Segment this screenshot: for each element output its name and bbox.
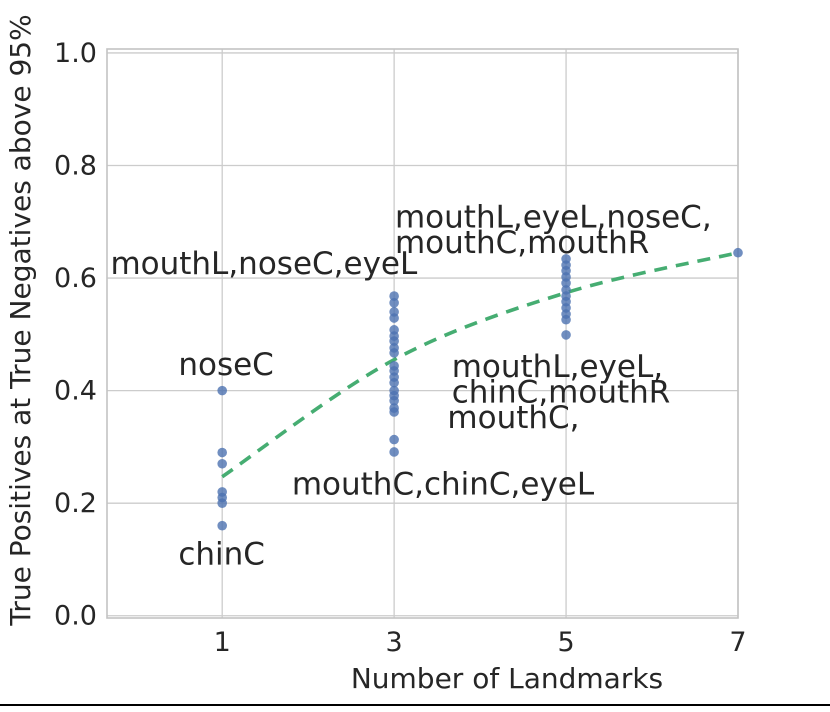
point-annotation: noseC bbox=[178, 347, 273, 383]
data-point bbox=[217, 520, 227, 531]
data-point bbox=[561, 314, 571, 325]
data-point bbox=[561, 278, 571, 288]
point-annotation: mouthC, bbox=[447, 400, 579, 436]
y-tick-label: 0.2 bbox=[54, 488, 97, 519]
point-annotation: chinC bbox=[178, 537, 265, 573]
data-point bbox=[389, 336, 399, 346]
data-point bbox=[389, 395, 399, 406]
data-point bbox=[389, 291, 399, 301]
x-axis-label: Number of Landmarks bbox=[351, 662, 663, 695]
y-tick-label: 0.0 bbox=[54, 601, 97, 632]
data-point bbox=[217, 385, 227, 396]
data-point bbox=[217, 498, 227, 508]
data-point bbox=[389, 348, 399, 358]
x-tick-label: 1 bbox=[214, 627, 231, 658]
point-annotation: mouthL,noseC,eyeL bbox=[110, 246, 418, 282]
x-tick-label: 5 bbox=[557, 627, 574, 658]
y-tick-label: 1.0 bbox=[54, 38, 97, 69]
point-annotation: mouthL,eyeL,noseC, mouthC,mouthR bbox=[395, 199, 712, 261]
bottom-divider bbox=[0, 704, 830, 706]
x-tick-label: 3 bbox=[386, 627, 403, 658]
y-axis-label: True Positives at True Negatives above 9… bbox=[4, 14, 37, 626]
data-point bbox=[389, 447, 399, 457]
y-tick-label: 0.4 bbox=[54, 376, 97, 407]
data-point bbox=[217, 447, 227, 458]
data-point bbox=[389, 407, 399, 417]
data-point bbox=[217, 458, 227, 469]
y-tick-label: 0.8 bbox=[54, 151, 97, 182]
trend-line bbox=[221, 250, 739, 479]
data-point bbox=[733, 247, 743, 258]
data-point bbox=[389, 377, 399, 388]
data-point bbox=[389, 434, 399, 445]
data-point bbox=[561, 330, 571, 340]
axes-spines bbox=[106, 48, 739, 619]
x-tick-label: 7 bbox=[729, 627, 746, 658]
point-annotation: mouthC,chinC,eyeL bbox=[292, 467, 595, 503]
data-point bbox=[389, 313, 399, 323]
y-tick-label: 0.6 bbox=[54, 263, 97, 294]
data-point bbox=[389, 298, 399, 308]
point-annotation: mouthL,eyeL, chinC,mouthR bbox=[452, 349, 671, 411]
